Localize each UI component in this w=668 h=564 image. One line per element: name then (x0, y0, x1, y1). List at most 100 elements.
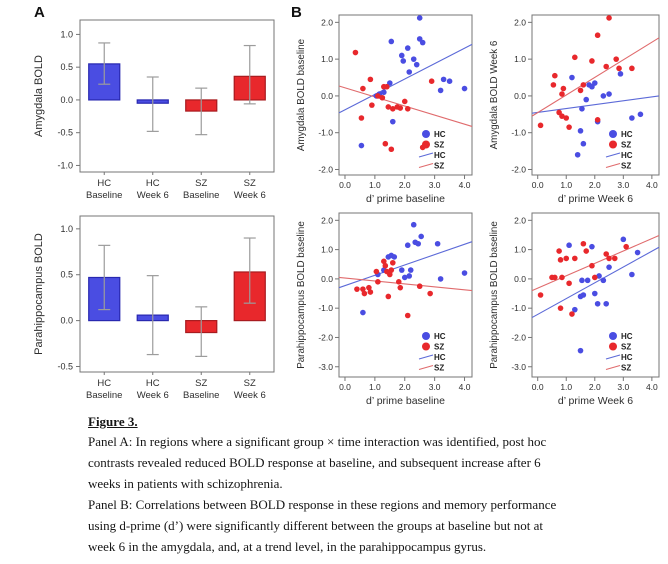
legend-sz-point-label: SZ (434, 140, 444, 149)
data-point-hc (579, 277, 585, 284)
data-point-sz (427, 290, 433, 297)
legend-sz-line-swatch (418, 162, 434, 169)
legend-hc-line-swatch (605, 152, 621, 158)
scatter_amygdala_week6-svg: -2.0-1.00.01.02.00.0 1.0 2.0 3.0 4.0HCSZHCSZ… (489, 14, 660, 205)
legend-sz-line-swatch (418, 364, 434, 371)
data-point-hc (404, 242, 411, 249)
data-point-sz (354, 286, 360, 292)
x-tick-label: 1.0 (369, 382, 381, 392)
data-point-sz (385, 293, 392, 300)
data-point-hc (600, 93, 607, 99)
legend-hc-point-swatch (422, 332, 430, 340)
data-point-sz (388, 267, 395, 273)
data-point-hc (437, 276, 444, 282)
data-point-hc (398, 52, 405, 59)
error-bar (195, 306, 208, 357)
data-point-hc (569, 74, 575, 81)
y-tick-label: 1.0 (321, 54, 333, 64)
data-point-hc (620, 236, 627, 243)
data-point-sz (580, 82, 587, 88)
data-point-hc (606, 91, 612, 97)
data-point-hc (418, 233, 424, 240)
data-point-hc (596, 273, 602, 279)
data-point-hc (360, 309, 366, 316)
data-point-hc (577, 347, 584, 354)
error-bar (243, 237, 256, 304)
data-point-hc (606, 264, 612, 270)
data-point-hc (437, 87, 444, 94)
data-point-sz (577, 87, 584, 94)
y-tick-label: 0.0 (321, 274, 333, 284)
x-category-label: HC (146, 178, 160, 189)
data-point-sz (428, 78, 435, 85)
data-point-sz (552, 274, 558, 281)
legend-sz-point-swatch (422, 342, 430, 351)
regression-line-sz (338, 85, 473, 127)
data-point-hc (406, 273, 413, 279)
data-point-sz (606, 15, 612, 21)
legend-hc-line-swatch (418, 152, 434, 158)
data-point-hc (574, 151, 581, 158)
data-point-sz (557, 305, 564, 311)
x-category-label: SZ (195, 378, 207, 389)
plot-frame (338, 212, 473, 378)
data-point-sz (572, 255, 578, 262)
regression-line-sz (338, 276, 473, 292)
legend-hc-line-label: HC (621, 353, 633, 362)
data-point-sz (379, 94, 386, 101)
data-point-sz (606, 255, 612, 262)
caption-title: Figure 3. (88, 414, 138, 429)
y-tick-label: -1.0 (318, 303, 333, 313)
data-point-hc (579, 105, 585, 112)
legend-sz-point-label: SZ (621, 342, 631, 351)
data-point-sz (388, 146, 395, 153)
y-tick-label: -3.0 (318, 362, 333, 372)
data-point-sz (385, 104, 392, 110)
data-point-sz (560, 85, 567, 92)
x-category-label: HC (97, 378, 111, 389)
error-bar (98, 244, 111, 311)
x-category-sublabel: Week 6 (234, 390, 266, 401)
data-point-hc (415, 240, 422, 247)
y-tick-label: -2.0 (318, 332, 333, 342)
data-point-sz (603, 63, 610, 70)
x-category-sublabel: Baseline (183, 390, 219, 401)
data-point-sz (367, 76, 374, 83)
y-tick-label: -2.0 (511, 332, 526, 342)
data-point-sz (566, 280, 572, 287)
legend-sz-point-label: SZ (621, 140, 631, 149)
data-point-sz (537, 292, 544, 298)
data-point-sz (401, 98, 408, 105)
legend-sz-point-swatch (609, 140, 617, 149)
y-tick-label: 2.0 (514, 215, 526, 225)
data-point-hc (419, 39, 426, 46)
x-tick-label: 2.0 (399, 180, 411, 190)
data-point-sz (591, 274, 598, 281)
x-category-sublabel: Week 6 (137, 390, 169, 401)
data-point-hc (566, 242, 572, 249)
legend-hc-point-swatch (609, 130, 617, 138)
legend-hc-line-label: HC (434, 353, 446, 362)
x-axis-label: d’ prime baseline (366, 395, 445, 407)
caption-line-6: week 6 in the amygdala, and, at a trend … (88, 539, 487, 554)
data-point-sz (559, 91, 565, 97)
legend-hc-point-swatch (422, 130, 430, 138)
data-point-sz (613, 56, 619, 62)
data-point-sz (563, 255, 570, 262)
legend-hc-point-label: HC (621, 332, 633, 341)
x-tick-label: 0.0 (339, 180, 351, 190)
data-point-sz (387, 271, 393, 278)
legend-hc-line-label: HC (621, 151, 633, 160)
legend-sz-line-label: SZ (621, 363, 631, 372)
amygdala-bold-bar-chart: -1.0 -0.5 0.0 0.5 1.0 HC Baseline HC Week 6 SZ Bas… (28, 10, 286, 208)
x-category-sublabel: Week 6 (234, 190, 266, 201)
error-bar (195, 87, 208, 136)
data-point-sz (375, 279, 381, 285)
legend-sz-line-label: SZ (434, 161, 444, 170)
data-point-hc (591, 80, 598, 86)
regression-line-hc (338, 43, 473, 114)
